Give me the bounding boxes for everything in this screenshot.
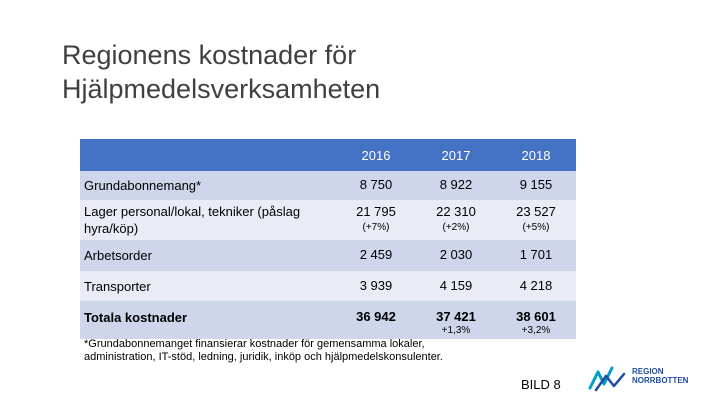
row-label: Transporter xyxy=(84,279,151,294)
table-row: Lager personal/lokal, tekniker (påslag h… xyxy=(80,200,576,240)
table-header-row: 2016 2017 2018 xyxy=(80,139,576,171)
row-value: 38 601 xyxy=(516,309,556,324)
row-change: +3,2% xyxy=(521,325,551,336)
row-change: (+7%) xyxy=(362,222,390,233)
footnote-line-1: *Grundabonnemanget finansierar kostnader… xyxy=(84,338,425,350)
row-value: 4 159 xyxy=(439,278,473,293)
region-norrbotten-logo-icon xyxy=(588,366,626,392)
header-year-2016: 2016 xyxy=(361,148,391,163)
row-value: 21 795 xyxy=(356,204,396,219)
row-value: 9 155 xyxy=(519,177,553,192)
header-year-2018: 2018 xyxy=(521,148,551,163)
row-value: 36 942 xyxy=(356,309,396,324)
row-value: 3 939 xyxy=(359,278,393,293)
row-value: 22 310 xyxy=(436,204,476,219)
table-row: Grundabonnemang* 8 750 8 922 9 155 xyxy=(80,171,576,200)
logo-line-2: NORRBOTTEN xyxy=(632,376,689,385)
table-row-total: Totala kostnader 36 942 37 421 38 601 +1… xyxy=(80,301,576,339)
row-value: 23 527 xyxy=(516,204,556,219)
footnote-line-2: administration, IT-stöd, ledning, juridi… xyxy=(84,351,443,363)
row-change: (+5%) xyxy=(522,222,550,233)
row-label: Arbetsorder xyxy=(84,248,152,263)
logo-text: REGION NORRBOTTEN xyxy=(632,367,688,385)
header-year-2017: 2017 xyxy=(441,148,471,163)
row-label: Totala kostnader xyxy=(84,310,188,325)
row-value: 2 030 xyxy=(439,247,473,262)
row-value: 1 701 xyxy=(519,247,553,262)
row-value: 8 750 xyxy=(359,177,393,192)
row-value: 8 922 xyxy=(439,177,473,192)
footnote: *Grundabonnemanget finansierar kostnader… xyxy=(84,338,544,364)
row-value: 4 218 xyxy=(519,278,553,293)
slide-title-line-2: Hjälpmedelsverksamheten xyxy=(62,74,381,104)
row-change: (+2%) xyxy=(442,222,470,233)
slide-number: BILD 8 xyxy=(521,377,561,392)
row-value: 37 421 xyxy=(436,309,476,324)
row-value: 2 459 xyxy=(359,247,393,262)
slide-title-line-1: Regionens kostnader för xyxy=(62,40,357,70)
table-row: Transporter 3 939 4 159 4 218 xyxy=(80,271,576,301)
slide-title: Regionens kostnader för Hjälpmedelsverks… xyxy=(62,38,380,106)
row-label: Lager personal/lokal, tekniker (påslag h… xyxy=(84,204,301,236)
logo-line-1: REGION xyxy=(632,367,664,376)
table-row: Arbetsorder 2 459 2 030 1 701 xyxy=(80,240,576,271)
row-change: +1,3% xyxy=(441,325,471,336)
row-label: Grundabonnemang* xyxy=(84,178,202,193)
